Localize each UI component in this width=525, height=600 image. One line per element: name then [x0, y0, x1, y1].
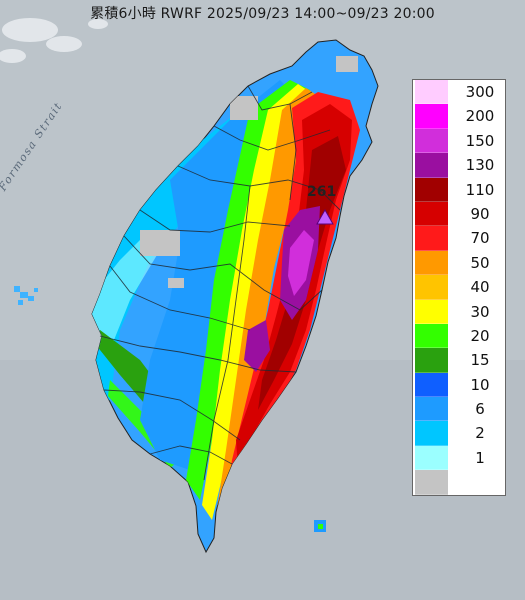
legend-row: 110: [413, 177, 505, 202]
legend-label: 15: [470, 351, 490, 370]
green-island: [314, 520, 326, 532]
legend-label: [457, 470, 503, 494]
legend-label: 150: [465, 131, 495, 150]
legend-swatch: [415, 104, 448, 129]
penghu-islands: [14, 286, 38, 305]
legend-swatch: [415, 177, 448, 202]
legend-swatch: [415, 128, 448, 154]
legend-swatch: [415, 153, 448, 178]
legend-row: 1: [413, 445, 505, 471]
legend-swatch: [415, 226, 448, 251]
legend-label: 30: [470, 302, 490, 321]
legend-row: 70: [413, 226, 505, 251]
legend-swatch: [415, 275, 448, 300]
coastal-clouds: [0, 18, 108, 63]
peak-value-label: 261: [307, 184, 337, 200]
legend-swatch: [415, 299, 448, 324]
legend-swatch: [415, 323, 448, 349]
legend-label: 20: [470, 326, 490, 345]
legend-label: 50: [470, 253, 490, 272]
legend-label: 70: [470, 229, 490, 248]
legend-swatch: [415, 421, 448, 446]
legend-row: 50: [413, 250, 505, 276]
legend-swatch: [415, 397, 448, 422]
legend-row: 2: [413, 421, 505, 446]
legend-row: 15: [413, 348, 505, 373]
legend-label: 90: [470, 204, 490, 223]
legend-label: 1: [475, 448, 485, 467]
legend-label: 110: [465, 180, 495, 199]
legend-row: 130: [413, 153, 505, 178]
legend-swatch: [415, 372, 448, 398]
legend-row: 20: [413, 323, 505, 349]
legend-row: 200: [413, 104, 505, 129]
legend-label: 40: [470, 278, 490, 297]
legend-row: 10: [413, 372, 505, 398]
legend-label: 130: [465, 156, 495, 175]
legend-row: 150: [413, 128, 505, 154]
legend-swatch: [415, 201, 448, 227]
legend-swatch: [415, 250, 448, 276]
legend-row: 300: [413, 80, 505, 105]
map-title: 累積6小時 RWRF 2025/09/23 14:00~09/23 20:00: [90, 6, 435, 22]
color-legend: 300 200 150 130 110 90 70 50 40 30 20 15…: [412, 79, 506, 496]
legend-label: 10: [470, 375, 490, 394]
legend-label: 6: [475, 400, 485, 419]
legend-label: 300: [465, 83, 495, 101]
legend-row: 6: [413, 397, 505, 422]
peak-marker-icon: [316, 208, 334, 225]
legend-swatch: [415, 348, 448, 373]
legend-row: 90: [413, 201, 505, 227]
legend-row: 30: [413, 299, 505, 324]
legend-row: 40: [413, 275, 505, 300]
legend-row: [413, 470, 505, 495]
legend-swatch: [415, 470, 448, 495]
legend-label: 2: [475, 424, 485, 443]
legend-swatch: [415, 80, 448, 105]
county-boundaries: [99, 85, 341, 481]
legend-swatch: [415, 445, 448, 471]
legend-label: 200: [465, 107, 495, 126]
